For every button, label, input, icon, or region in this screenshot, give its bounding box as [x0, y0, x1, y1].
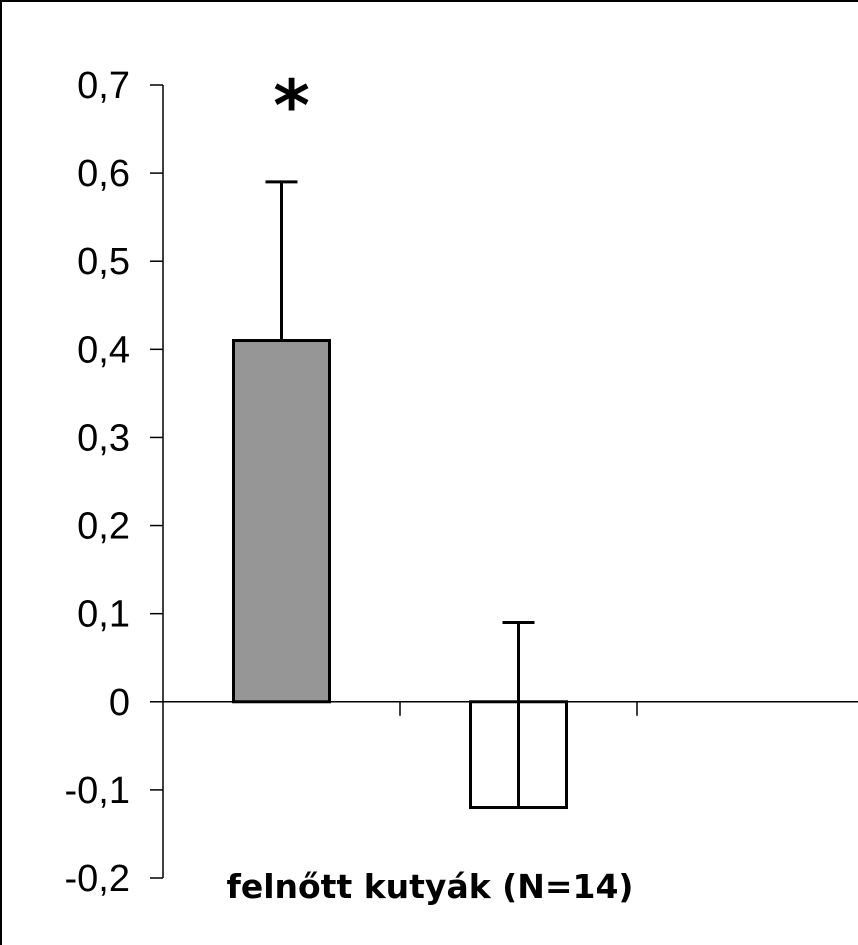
y-tick-label: 0,3: [77, 417, 130, 459]
y-axis: -0,2 -0,1 0 0,1 0,2 0,3 0,4 0,5 0,6 0,7: [65, 65, 164, 900]
bar: [232, 339, 331, 704]
y-tick-label: 0,4: [77, 329, 130, 371]
y-tick-label: 0,7: [77, 65, 130, 107]
y-tick-label: -0,2: [65, 858, 130, 900]
y-tick-label: 0: [109, 682, 130, 724]
x-axis-label: felnőtt kutyák (N=14): [226, 867, 633, 906]
y-tick-label: 0,2: [77, 506, 130, 548]
y-tick-label: -0,1: [65, 770, 130, 812]
bars: [232, 339, 568, 810]
y-tick-label: 0,5: [77, 241, 130, 283]
y-tick-label: 0,1: [77, 594, 130, 636]
significance-asterisk: *: [273, 65, 310, 147]
error-bars: [265, 180, 535, 808]
y-tick-label: 0,6: [77, 153, 130, 195]
annotations: *: [273, 65, 310, 147]
